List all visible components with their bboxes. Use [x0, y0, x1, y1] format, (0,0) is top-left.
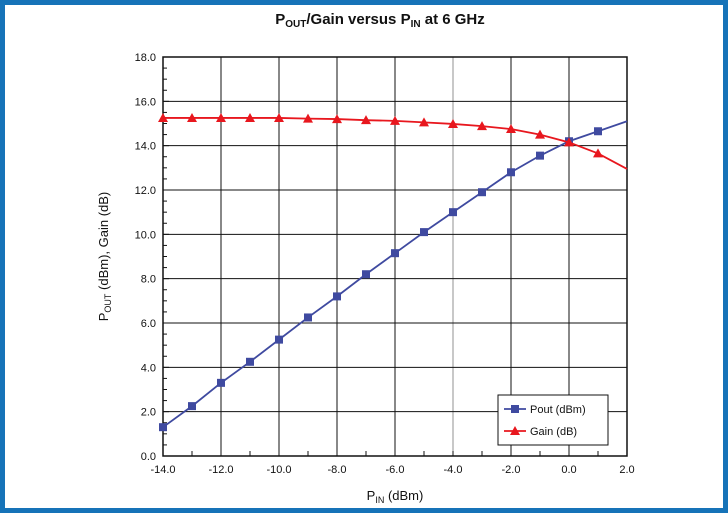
legend-label: Gain (dB) [530, 426, 577, 438]
data-point-pout [217, 378, 225, 387]
label-part: at 6 GHz [421, 11, 485, 28]
label-part: IN [375, 495, 384, 505]
data-point-pout [478, 188, 486, 197]
series-pout [159, 120, 628, 432]
data-point-pout [246, 357, 254, 366]
data-point-pout [507, 168, 515, 177]
data-point-gain [535, 129, 545, 139]
y-tick-label: 2.0 [141, 407, 156, 419]
data-point-gain [506, 124, 516, 134]
data-point-gain [332, 114, 342, 124]
data-point-gain [390, 115, 400, 125]
x-axis-label: PIN (dBm) [367, 488, 424, 505]
data-point-gain [216, 112, 226, 122]
data-point-pout [188, 402, 196, 411]
y-tick-label: 0.0 [141, 451, 156, 463]
x-tick-label: -10.0 [266, 464, 291, 476]
x-tick-label: -8.0 [328, 464, 347, 476]
y-axis-label: POUT (dBm), Gain (dB) [96, 192, 113, 322]
data-point-gain [187, 112, 197, 122]
x-tick-label: -4.0 [444, 464, 463, 476]
y-tick-label: 6.0 [141, 318, 156, 330]
legend: Pout (dBm) Gain (dB) [497, 394, 609, 446]
data-point-gain [303, 113, 313, 123]
label-part: P [367, 488, 376, 503]
label-part: OUT [285, 19, 306, 30]
data-point-gain [158, 112, 168, 122]
label-part: (dBm) [384, 488, 423, 503]
label-part: IN [411, 19, 421, 30]
x-tick-label: -6.0 [386, 464, 405, 476]
label-part: P [275, 11, 285, 28]
data-point-pout [511, 405, 519, 413]
y-tick-label: 16.0 [135, 96, 156, 108]
label-part: OUT [103, 293, 113, 313]
data-point-pout [594, 127, 602, 136]
legend-box [497, 394, 609, 446]
y-ticks: 0.0 2.0 4.0 6.0 8.0 10.0 12.0 14.0 16.0 18.0 [135, 52, 169, 463]
data-point-gain [245, 112, 255, 122]
data-point-pout [362, 270, 370, 279]
y-tick-label: 4.0 [141, 362, 156, 374]
y-tick-label: 14.0 [135, 141, 156, 153]
data-point-pout [449, 208, 457, 217]
data-point-pout [304, 313, 312, 322]
data-point-gain [564, 137, 574, 147]
y-tick-label: 12.0 [135, 185, 156, 197]
data-point-gain [593, 148, 603, 158]
y-tick-label: 18.0 [135, 52, 156, 64]
data-point-pout [333, 292, 341, 301]
label-part: P [96, 313, 111, 322]
chart-title: POUT/Gain versus PIN at 6 GHz [275, 11, 485, 30]
data-point-gain [510, 426, 520, 435]
label-part: (dBm), Gain (dB) [96, 192, 111, 294]
series-gain [158, 112, 628, 170]
data-point-pout [536, 151, 544, 160]
data-point-gain [274, 112, 284, 122]
y-tick-label: 10.0 [135, 229, 156, 241]
series-layer [158, 112, 628, 432]
data-point-pout [159, 423, 167, 432]
x-tick-label: -12.0 [208, 464, 233, 476]
label-part: /Gain versus P [306, 11, 410, 28]
legend-label: Pout (dBm) [530, 404, 586, 416]
data-point-pout [391, 249, 399, 258]
x-ticks: -14.0 -12.0 -10.0 -8.0 -6.0 -4.0 -2.0 0.0 2.0 [150, 451, 635, 476]
data-point-pout [420, 228, 428, 237]
data-point-pout [275, 335, 283, 344]
data-point-gain [419, 117, 429, 127]
x-tick-label: -14.0 [150, 464, 175, 476]
x-tick-label: -2.0 [502, 464, 521, 476]
grid-lines [163, 57, 627, 456]
x-tick-label: 2.0 [619, 464, 634, 476]
y-tick-label: 8.0 [141, 274, 156, 286]
data-point-gain [361, 115, 371, 125]
data-point-gain [448, 118, 458, 128]
x-tick-label: 0.0 [561, 464, 576, 476]
data-point-gain [477, 121, 487, 131]
